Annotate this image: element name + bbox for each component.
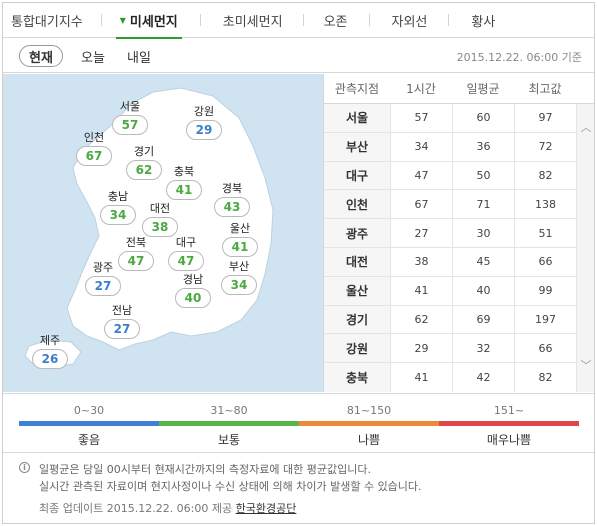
legend-normal: 31~80 보통 [159, 394, 299, 452]
tab-separator [199, 14, 201, 26]
tab-separator [368, 14, 370, 26]
map-region-gyeongnam[interactable]: 경남 40 [168, 273, 218, 308]
region-value: 26 [32, 349, 68, 369]
map-region-gyeongbuk[interactable]: 경북 43 [207, 182, 257, 217]
table-row: 충북 41 42 82 [324, 363, 576, 392]
station-table: 관측지점 1시간 일평균 최고값 서울 57 60 97 부산 34 36 72 대구 47 5… [323, 74, 594, 392]
region-value: 29 [186, 120, 222, 140]
region-value: 34 [221, 275, 257, 295]
level-legend: 0~30 좋음 31~80 보통 81~150 나쁨 151~ 매우나쁨 [3, 393, 594, 453]
table-row: 대전 38 45 66 [324, 247, 576, 277]
map-region-gwangju[interactable]: 광주 27 [78, 261, 128, 296]
region-value: 62 [126, 160, 162, 180]
map-region-busan[interactable]: 부산 34 [214, 260, 264, 295]
region-value: 41 [166, 180, 202, 200]
chevron-down-icon[interactable]: ﹀ [580, 359, 592, 372]
legend-bar-normal [159, 421, 299, 426]
tab-separator [302, 14, 304, 26]
table-row: 서울 57 60 97 [324, 104, 576, 133]
legend-very-bad: 151~ 매우나쁨 [439, 394, 579, 452]
region-value: 43 [214, 197, 250, 217]
table-scrollbar[interactable]: ︿ ﹀ [576, 104, 594, 392]
table-row: 대구 47 50 82 [324, 161, 576, 191]
tab-ultrafine-dust[interactable]: 초미세먼지 [222, 14, 283, 30]
table-row: 인천 67 71 138 [324, 190, 576, 220]
map-region-daejeon[interactable]: 대전 38 [135, 202, 185, 237]
tab-fine-dust[interactable]: ▼ 미세먼지 [115, 3, 182, 39]
note-daily-average: 일평균은 당일 00시부터 현재시간까지의 측정자료에 대한 평균값입니다. [39, 463, 371, 476]
map-region-gangwon[interactable]: 강원 29 [179, 105, 229, 140]
last-update: 최종 업데이트 2015.12.22. 06:00 제공 한국환경공단 [39, 502, 297, 515]
col-header-station: 관측지점 [334, 82, 380, 96]
tab-now[interactable]: 현재 [19, 45, 63, 67]
legend-bar-bad [299, 421, 439, 426]
region-value: 47 [118, 251, 154, 271]
triangle-down-icon: ▼ [119, 15, 126, 25]
tab-integrated-air-index[interactable]: 통합대기지수 [11, 14, 83, 30]
legend-good: 0~30 좋음 [19, 394, 159, 452]
table-row: 울산 41 40 99 [324, 276, 576, 306]
tab-uv[interactable]: 자외선 [391, 14, 428, 30]
category-tabs: 통합대기지수 ▼ 미세먼지 초미세먼지 오존 자외선 황사 [3, 3, 594, 39]
note-realtime: 실시간 관측된 자료이며 현지사정이나 수신 상태에 의해 차이가 발생할 수 … [39, 480, 422, 493]
region-value: 38 [142, 217, 178, 237]
region-value: 41 [222, 237, 258, 257]
map-region-jeonbuk[interactable]: 전북 47 [111, 236, 161, 271]
table-row: 경기 62 69 197 [324, 305, 576, 335]
tab-yellow-dust[interactable]: 황사 [471, 14, 496, 30]
reference-time: 2015.12.22. 06:00 기준 [456, 51, 582, 64]
region-value: 27 [85, 276, 121, 296]
table-row: 강원 29 32 66 [324, 334, 576, 364]
table-row: 광주 27 30 51 [324, 219, 576, 248]
map-region-daegu[interactable]: 대구 47 [161, 236, 211, 271]
table-header: 관측지점 1시간 일평균 최고값 [324, 74, 594, 104]
region-map: 서울 57 강원 29 인천 67 경기 62 충북 41 충남 34 대전 38 경북 43 … [3, 74, 323, 392]
map-region-jeju[interactable]: 제주 26 [25, 334, 75, 369]
table-body: 서울 57 60 97 부산 34 36 72 대구 47 50 82 인천 67 71 138 광주 2… [324, 104, 576, 392]
table-row: 부산 34 36 72 [324, 132, 576, 162]
tab-ozone[interactable]: 오존 [323, 14, 348, 30]
map-region-gyeonggi[interactable]: 경기 62 [119, 145, 169, 180]
tab-separator [448, 14, 450, 26]
legend-bad: 81~150 나쁨 [299, 394, 439, 452]
map-region-jeonnam[interactable]: 전남 27 [97, 304, 147, 339]
map-region-seoul[interactable]: 서울 57 [105, 100, 155, 135]
col-header-daily-avg: 일평균 [466, 82, 500, 96]
map-region-chungbuk[interactable]: 충북 41 [159, 165, 209, 200]
region-value: 67 [76, 146, 112, 166]
region-value: 47 [168, 251, 204, 271]
map-region-chungnam[interactable]: 충남 34 [93, 190, 143, 225]
map-region-incheon[interactable]: 인천 67 [69, 131, 119, 166]
col-header-max: 최고값 [528, 82, 562, 96]
region-value: 57 [112, 115, 148, 135]
info-notes: i 일평균은 당일 00시부터 현재시간까지의 측정자료에 대한 평균값입니다.… [19, 461, 589, 516]
legend-bar-good [19, 421, 159, 426]
tab-separator [100, 14, 102, 26]
region-value: 27 [104, 319, 140, 339]
chevron-up-icon[interactable]: ︿ [580, 121, 592, 134]
tab-today[interactable]: 오늘 [81, 50, 105, 66]
info-icon: i [19, 462, 30, 473]
provider-link[interactable]: 한국환경공단 [235, 502, 297, 515]
time-tab-bar: 현재 오늘 내일 2015.12.22. 06:00 기준 [3, 39, 594, 73]
region-value: 40 [175, 288, 211, 308]
region-value: 34 [100, 205, 136, 225]
legend-bar-very-bad [439, 421, 579, 426]
col-header-hourly: 1시간 [406, 82, 436, 96]
map-region-ulsan[interactable]: 울산 41 [215, 222, 265, 257]
tab-tomorrow[interactable]: 내일 [127, 50, 151, 66]
